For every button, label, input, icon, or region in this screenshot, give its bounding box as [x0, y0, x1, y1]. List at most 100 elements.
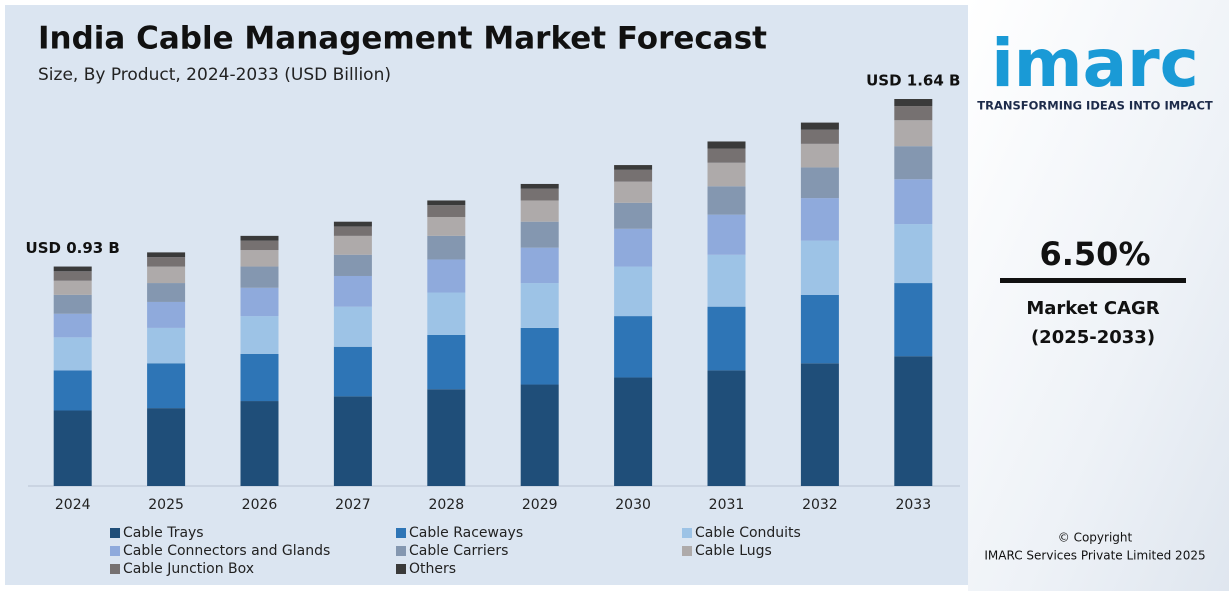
x-tick-label: 2024 [55, 497, 91, 513]
logo: imarc [991, 25, 1199, 102]
bar-segment [800, 363, 839, 486]
bar-segment [614, 266, 653, 317]
bar-segment [707, 141, 746, 149]
bar-segment [427, 235, 466, 260]
x-tick-label: 2025 [148, 497, 184, 513]
bar-segment [894, 224, 933, 284]
bar-segment [240, 266, 279, 288]
bar-segment [53, 370, 92, 411]
bar-segment [614, 316, 653, 378]
bar-segment [333, 396, 372, 486]
legend-label: Cable Carriers [409, 543, 508, 559]
bar-segment [707, 370, 746, 486]
bar-segment [53, 280, 92, 295]
bar-segment [333, 346, 372, 397]
bar-segment [427, 200, 466, 206]
bar-segment [894, 146, 933, 180]
bar-segment [614, 228, 653, 267]
bar-segment [800, 143, 839, 168]
legend-label: Cable Junction Box [123, 561, 254, 577]
bar-segment [240, 250, 279, 267]
legend-swatch [396, 564, 406, 574]
bar-segment [53, 410, 92, 486]
bar-segment [800, 240, 839, 295]
bar-segment [53, 313, 92, 338]
total-label: USD 1.64 B [866, 72, 960, 90]
bar-segment [894, 99, 933, 107]
x-tick-label: 2028 [428, 497, 464, 513]
bar-segment [520, 200, 559, 222]
x-tick-label: 2030 [615, 497, 651, 513]
x-tick-label: 2026 [242, 497, 278, 513]
bar-segment [520, 283, 559, 328]
divider [1000, 278, 1186, 283]
bar-segment [333, 221, 372, 227]
legend-label: Cable Trays [123, 525, 204, 541]
bar-segment [614, 181, 653, 203]
chart-title: India Cable Management Market Forecast [38, 21, 767, 57]
bar-segment [240, 287, 279, 317]
bar-segment [333, 254, 372, 276]
legend-label: Cable Raceways [409, 525, 523, 541]
x-tick-label: 2032 [802, 497, 838, 513]
bar-segment [147, 408, 186, 486]
bar-segment [427, 259, 466, 293]
bar-segment [894, 356, 933, 486]
bar-segment [894, 120, 933, 147]
bar-segment [147, 257, 186, 267]
legend-swatch [396, 546, 406, 556]
bar-segment [520, 247, 559, 284]
bar-segment [707, 254, 746, 307]
bar-segment [707, 306, 746, 371]
bar-segment [240, 235, 279, 241]
bar-segment [147, 266, 186, 284]
copyright: © Copyright [1058, 531, 1133, 545]
bar-segment [707, 148, 746, 163]
bar-segment [520, 183, 559, 189]
x-tick-label: 2033 [895, 497, 931, 513]
bar-segment [427, 205, 466, 217]
x-tick-label: 2029 [522, 497, 558, 513]
cagr-value: 6.50% [1039, 235, 1150, 273]
bar-segment [800, 129, 839, 144]
bar-segment [800, 198, 839, 241]
legend-label: Cable Connectors and Glands [123, 543, 330, 559]
cagr-period: (2025-2033) [1031, 327, 1155, 348]
bar-segment [800, 167, 839, 199]
sidebar-panel [968, 0, 1229, 591]
bar-segment [53, 266, 92, 272]
legend-swatch [110, 528, 120, 538]
bar-segment [614, 169, 653, 182]
bar-segment [147, 252, 186, 258]
bar-segment [800, 294, 839, 364]
bar-segment [894, 106, 933, 121]
bar-segment [147, 363, 186, 409]
total-label: USD 0.93 B [26, 239, 120, 257]
bar-segment [333, 306, 372, 347]
legend-label: Cable Lugs [695, 543, 772, 559]
company: IMARC Services Private Limited 2025 [984, 549, 1205, 563]
bar-segment [333, 235, 372, 255]
bar-segment [53, 271, 92, 281]
bar-segment [894, 283, 933, 357]
bar-segment [427, 292, 466, 335]
chart-subtitle: Size, By Product, 2024-2033 (USD Billion… [38, 65, 391, 85]
bar-segment [427, 334, 466, 390]
bar-segment [427, 389, 466, 486]
bar-segment [520, 188, 559, 201]
bar-segment [894, 179, 933, 225]
bar-segment [520, 384, 559, 486]
bar-segment [240, 353, 279, 402]
bar-segment [520, 221, 559, 248]
bar-segment [333, 226, 372, 236]
tagline: TRANSFORMING IDEAS INTO IMPACT [977, 99, 1213, 113]
bar-segment [614, 377, 653, 486]
bar-segment [707, 186, 746, 215]
legend-swatch [110, 546, 120, 556]
bar-segment [53, 337, 92, 371]
bar-segment [427, 216, 466, 236]
x-tick-label: 2027 [335, 497, 371, 513]
bar-segment [800, 122, 839, 130]
